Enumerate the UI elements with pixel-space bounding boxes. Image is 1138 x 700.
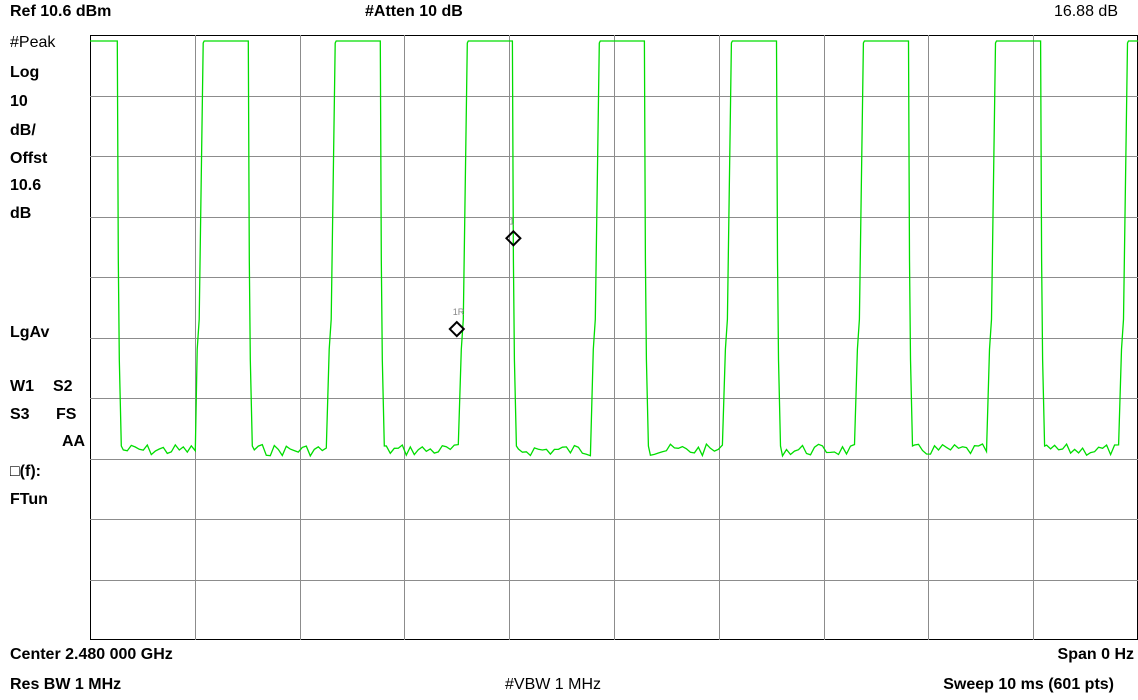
span-readout: Span 0 Hz: [1057, 646, 1134, 663]
offset-label: Offst: [10, 150, 48, 167]
detector-label: #Peak: [10, 34, 56, 51]
trace-s2-label: S2: [53, 378, 73, 395]
average-type-label: LgAv: [10, 324, 50, 341]
trace-s3-label: S3: [10, 406, 30, 423]
trace-w1-label: W1: [10, 378, 34, 395]
pulse-trace-line: [90, 40, 1138, 458]
function-label: □(f):: [10, 463, 41, 480]
center-frequency-readout: Center 2.480 000 GHz: [10, 646, 173, 663]
resolution-bandwidth-readout: Res BW 1 MHz: [10, 676, 122, 693]
trace: [90, 40, 1138, 458]
ref-level-readout: Ref 10.6 dBm: [10, 3, 112, 20]
offset-unit-label: dB: [10, 205, 32, 222]
scale-value-label: 10: [10, 93, 28, 110]
function-value-label: FTun: [10, 491, 48, 508]
graticule: [90, 35, 1138, 640]
marker-1r-label: 1R: [453, 307, 465, 317]
trace-aa-label: AA: [62, 433, 86, 450]
scale-unit-label: dB/: [10, 122, 36, 139]
video-bandwidth-readout: #VBW 1 MHz: [505, 676, 602, 693]
offset-value-label: 10.6: [10, 177, 42, 194]
trace-fs-label: FS: [56, 406, 77, 423]
attenuation-readout: #Atten 10 dB: [365, 3, 463, 20]
trace-plot: 1R 1: [90, 35, 1138, 640]
marker-delta-readout: 16.88 dB: [1053, 3, 1118, 20]
trace-display[interactable]: 1R 1: [90, 35, 1138, 640]
markers: [448, 229, 522, 338]
sweep-readout: Sweep 10 ms (601 pts): [943, 676, 1114, 693]
marker-1-label: 1: [509, 216, 514, 226]
marker-1-diamond[interactable]: [504, 229, 522, 247]
scale-type-label: Log: [10, 64, 40, 81]
marker-1r-diamond[interactable]: [448, 320, 466, 338]
